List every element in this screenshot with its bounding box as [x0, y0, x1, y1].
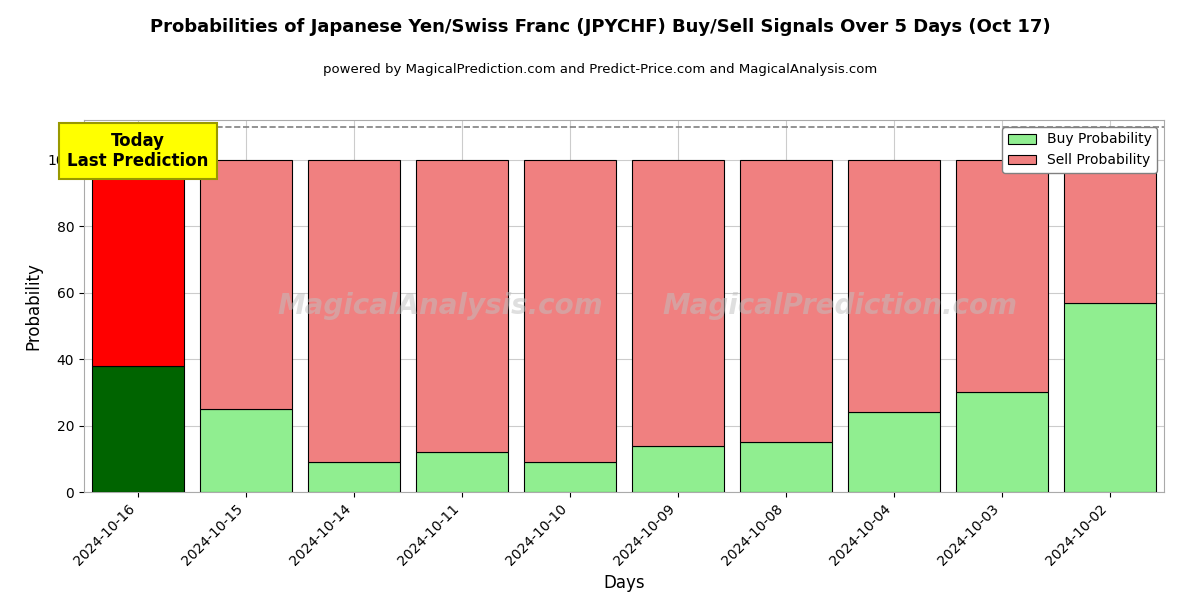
Bar [92, 366, 184, 492]
Bar [632, 445, 724, 492]
Bar [92, 160, 184, 366]
Text: powered by MagicalPrediction.com and Predict-Price.com and MagicalAnalysis.com: powered by MagicalPrediction.com and Pre… [323, 63, 877, 76]
Bar [1064, 302, 1156, 492]
Text: Probabilities of Japanese Yen/Swiss Franc (JPYCHF) Buy/Sell Signals Over 5 Days : Probabilities of Japanese Yen/Swiss Fran… [150, 18, 1050, 36]
Bar [416, 452, 508, 492]
Bar [200, 160, 292, 409]
X-axis label: Days: Days [604, 574, 644, 592]
Bar [956, 160, 1048, 392]
Text: MagicalAnalysis.com: MagicalAnalysis.com [277, 292, 604, 320]
Y-axis label: Probability: Probability [24, 262, 42, 350]
Bar [416, 160, 508, 452]
Bar [524, 160, 616, 462]
Bar [956, 392, 1048, 492]
Bar [848, 160, 940, 412]
Bar [524, 462, 616, 492]
Bar [632, 160, 724, 445]
Bar [740, 442, 832, 492]
Bar [308, 160, 400, 462]
Bar [740, 160, 832, 442]
Bar [1064, 160, 1156, 302]
Text: MagicalPrediction.com: MagicalPrediction.com [662, 292, 1018, 320]
Legend: Buy Probability, Sell Probability: Buy Probability, Sell Probability [1002, 127, 1157, 173]
Bar [200, 409, 292, 492]
Text: Today
Last Prediction: Today Last Prediction [67, 131, 209, 170]
Bar [308, 462, 400, 492]
Bar [848, 412, 940, 492]
